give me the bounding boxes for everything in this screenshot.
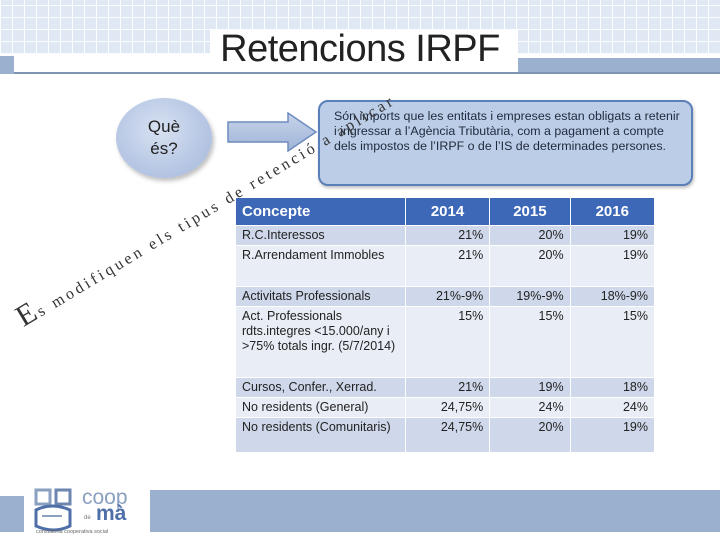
logo-de: de <box>84 515 91 521</box>
table-row: R.Arrendament Immobles 21% 20% 19% <box>235 245 654 287</box>
table-row: No residents (Comunitaris) 24,75% 20% 19… <box>235 417 654 452</box>
row-concept: Act. Professionals rdts.integres <15.000… <box>235 306 406 378</box>
table-row: R.C.Interessos 21% 20% 19% <box>235 225 654 246</box>
row-2015: 20% <box>489 417 571 452</box>
row-concept: Cursos, Confer., Xerrad. <box>235 377 406 398</box>
row-2016: 15% <box>569 306 654 378</box>
row-concept: No residents (Comunitaris) <box>235 417 406 452</box>
row-2016: 18% <box>569 377 654 398</box>
title-rule <box>0 72 720 74</box>
left-accent-bar <box>0 56 14 74</box>
bottom-band <box>150 490 720 532</box>
row-2014: 21% <box>404 245 490 287</box>
row-2016: 18%-9% <box>569 286 654 307</box>
row-2015: 19% <box>489 377 571 398</box>
row-concept: R.C.Interessos <box>235 225 406 246</box>
row-2016: 19% <box>569 245 654 287</box>
definition-box: Són imports que les entitats i empreses … <box>318 100 693 186</box>
header-2014: 2014 <box>404 198 490 226</box>
logo-coop: coop <box>82 486 128 509</box>
coop-logo-icon <box>34 488 72 532</box>
row-2015: 20% <box>489 225 571 246</box>
right-arrow-icon <box>227 112 318 152</box>
table-row: No residents (General) 24,75% 24% 24% <box>235 397 654 418</box>
table-row: Act. Professionals rdts.integres <15.000… <box>235 306 654 378</box>
logo-subtitle: consultoria cooperativa social <box>36 529 109 535</box>
row-2015: 24% <box>489 397 571 418</box>
row-2014: 24,75% <box>404 417 490 452</box>
row-2014: 21% <box>404 377 490 398</box>
bottom-left-bar <box>0 496 24 532</box>
header-concepte: Concepte <box>235 198 406 226</box>
row-2016: 24% <box>569 397 654 418</box>
title-backdrop <box>210 30 518 70</box>
row-concept: R.Arrendament Immobles <box>235 245 406 287</box>
question-bubble: Què és? <box>116 98 212 178</box>
header-2016: 2016 <box>569 198 654 226</box>
row-concept: No residents (General) <box>235 397 406 418</box>
row-2015: 15% <box>489 306 571 378</box>
right-accent-bar <box>518 58 720 72</box>
table-row: Cursos, Confer., Xerrad. 21% 19% 18% <box>235 377 654 398</box>
row-2014: 21% <box>404 225 490 246</box>
top-decorative-band <box>0 0 720 54</box>
row-2016: 19% <box>569 225 654 246</box>
row-2016: 19% <box>569 417 654 452</box>
table-row: Activitats Professionals 21%-9% 19%-9% 1… <box>235 286 654 307</box>
row-concept: Activitats Professionals <box>235 286 406 307</box>
table-header-row: Concepte 2014 2015 2016 <box>235 198 654 226</box>
header-2015: 2015 <box>489 198 571 226</box>
retention-table: Concepte 2014 2015 2016 R.C.Interessos 2… <box>235 198 654 452</box>
logo-ma: mà <box>96 502 127 525</box>
slide-title: Retencions IRPF <box>220 28 500 70</box>
row-2014: 21%-9% <box>404 286 490 307</box>
row-2015: 20% <box>489 245 571 287</box>
row-2014: 24,75% <box>404 397 490 418</box>
row-2014: 15% <box>404 306 490 378</box>
row-2015: 19%-9% <box>489 286 571 307</box>
